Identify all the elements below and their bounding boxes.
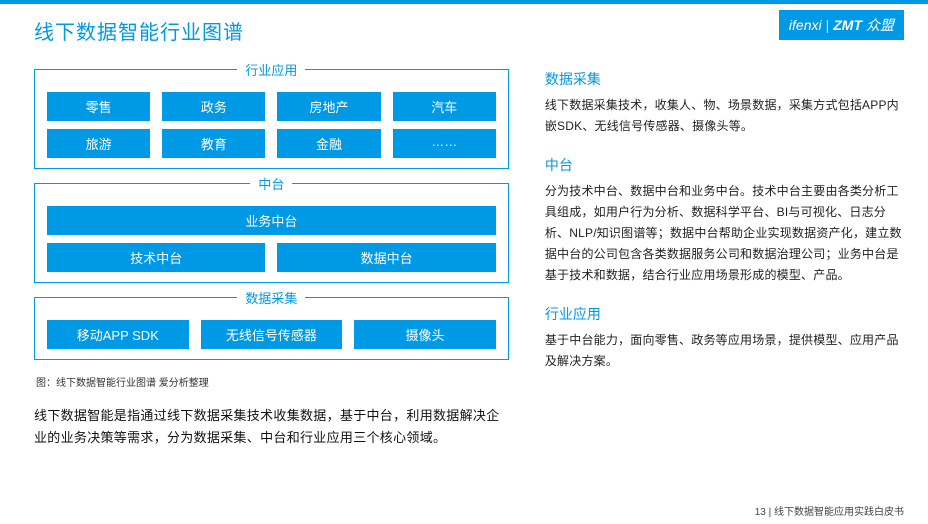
page-number: 13 bbox=[755, 507, 766, 518]
pill-biz-middle: 业务中台 bbox=[47, 206, 496, 235]
logo-zmt: ZMT bbox=[833, 17, 862, 33]
sec2-body: 分为技术中台、数据中台和业务中台。技术中台主要由各类分析工具组成，如用户行为分析… bbox=[545, 181, 904, 286]
pill-edu: 教育 bbox=[162, 129, 265, 158]
pill-tech-middle: 技术中台 bbox=[47, 243, 265, 272]
middle-box: 中台 业务中台 技术中台 数据中台 bbox=[34, 183, 509, 283]
logo-bar: ifenxi | ZMT 众盟 bbox=[779, 10, 904, 40]
header: 线下数据智能行业图谱 ifenxi | ZMT 众盟 bbox=[0, 4, 928, 45]
summary-text: 线下数据智能是指通过线下数据采集技术收集数据，基于中台，利用数据解决企业的业务决… bbox=[34, 405, 509, 449]
pill-finance: 金融 bbox=[277, 129, 380, 158]
pill-retail: 零售 bbox=[47, 92, 150, 121]
pill-camera: 摄像头 bbox=[354, 320, 496, 349]
logo-sep: | bbox=[826, 17, 830, 33]
logo-ifenxi: ifenxi bbox=[789, 17, 822, 33]
pill-sdk: 移动APP SDK bbox=[47, 320, 189, 349]
pill-realestate: 房地产 bbox=[277, 92, 380, 121]
sec3-body: 基于中台能力，面向零售、政务等应用场景，提供模型、应用产品及解决方案。 bbox=[545, 330, 904, 372]
industry-label: 行业应用 bbox=[237, 60, 305, 79]
pill-gov: 政务 bbox=[162, 92, 265, 121]
doc-name: 线下数据智能应用实践白皮书 bbox=[774, 507, 904, 518]
sec1-body: 线下数据采集技术，收集人、物、场景数据，采集方式包括APP内嵌SDK、无线信号传… bbox=[545, 95, 904, 137]
middle-label: 中台 bbox=[250, 174, 292, 193]
collect-box: 数据采集 移动APP SDK 无线信号传感器 摄像头 bbox=[34, 297, 509, 360]
text-column: 数据采集 线下数据采集技术，收集人、物、场景数据，采集方式包括APP内嵌SDK、… bbox=[545, 69, 904, 449]
diagram-caption: 图：线下数据智能行业图谱 爱分析整理 bbox=[36, 374, 509, 389]
pill-auto: 汽车 bbox=[393, 92, 496, 121]
pill-travel: 旅游 bbox=[47, 129, 150, 158]
pill-more: …… bbox=[393, 129, 496, 158]
footer-sep: | bbox=[766, 507, 774, 518]
sec3-title: 行业应用 bbox=[545, 304, 904, 324]
sec2-title: 中台 bbox=[545, 155, 904, 175]
collect-label: 数据采集 bbox=[237, 288, 305, 307]
footer: 13 | 线下数据智能应用实践白皮书 bbox=[755, 503, 904, 518]
content: 行业应用 零售 政务 房地产 汽车 旅游 教育 金融 …… 中台 业务中台 技术… bbox=[0, 45, 928, 449]
logo-brand: 众盟 bbox=[866, 15, 894, 35]
page-title: 线下数据智能行业图谱 bbox=[34, 16, 244, 45]
sec1-title: 数据采集 bbox=[545, 69, 904, 89]
pill-sensor: 无线信号传感器 bbox=[201, 320, 343, 349]
pill-data-middle: 数据中台 bbox=[277, 243, 495, 272]
industry-box: 行业应用 零售 政务 房地产 汽车 旅游 教育 金融 …… bbox=[34, 69, 509, 169]
diagram-column: 行业应用 零售 政务 房地产 汽车 旅游 教育 金融 …… 中台 业务中台 技术… bbox=[34, 69, 509, 449]
